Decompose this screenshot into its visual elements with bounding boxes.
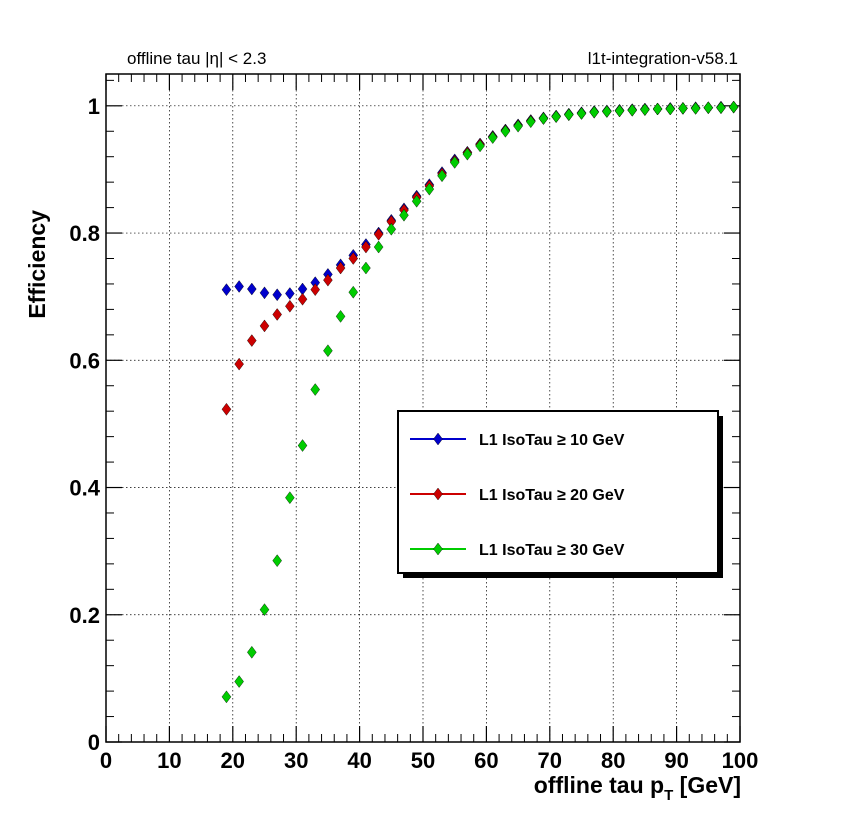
data-point — [652, 102, 663, 116]
data-point — [373, 240, 384, 254]
data-point — [703, 101, 714, 115]
legend-entries: L1 IsoTau ≥ 10 GeV L1 IsoTau ≥ 20 GeV L1 I… — [410, 432, 625, 559]
x-tick-label: 30 — [284, 748, 308, 773]
data-point — [449, 156, 460, 169]
data-point — [513, 119, 523, 133]
data-point — [437, 169, 447, 183]
legend-marker — [433, 432, 443, 446]
y-tick-label: 0.2 — [69, 603, 100, 628]
x-axis-title: offline tau pT [GeV] — [534, 772, 741, 804]
legend: L1 IsoTau ≥ 10 GeV L1 IsoTau ≥ 20 GeV L1 I… — [397, 410, 723, 578]
data-point — [386, 222, 397, 236]
header-right-label: l1t-integration-v58.1 — [588, 49, 738, 68]
data-point — [221, 283, 232, 297]
x-tick-label: 50 — [411, 748, 435, 773]
data-point — [247, 334, 257, 347]
data-point — [361, 240, 371, 254]
data-point — [424, 182, 435, 196]
tick-labels: 0 10 20 30 40 50 60 70 80 90 100 0 0.2 0.4 0.6 0.8 1 — [69, 94, 758, 773]
x-tick-label: 70 — [538, 748, 562, 773]
data-point — [323, 344, 333, 358]
data-point — [348, 252, 359, 265]
data-point — [475, 139, 485, 153]
data-point — [690, 102, 701, 115]
data-point — [285, 491, 295, 505]
data-point — [411, 194, 422, 208]
series-3 — [221, 100, 739, 704]
x-tick-label: 90 — [664, 748, 688, 773]
data-point — [348, 285, 359, 299]
data-point — [310, 283, 320, 297]
data-point — [487, 131, 498, 144]
data-point — [272, 554, 282, 568]
y-tick-label: 0.6 — [69, 348, 100, 373]
series-1 — [221, 100, 739, 302]
data-point — [259, 319, 270, 333]
data-point — [538, 112, 549, 125]
y-tick-label: 1 — [88, 94, 100, 119]
data-point — [234, 675, 244, 688]
data-point — [716, 101, 726, 115]
data-point — [627, 103, 637, 117]
y-axis-title: Efficiency — [24, 210, 50, 319]
y-tick-label: 0 — [88, 730, 100, 755]
data-point — [399, 208, 409, 222]
data-point — [297, 439, 308, 452]
data-point — [297, 292, 308, 306]
data-point — [335, 310, 346, 323]
legend-label: L1 IsoTau ≥ 20 GeV — [479, 487, 625, 504]
legend-marker — [433, 487, 443, 501]
plot-frame — [105, 73, 741, 743]
data-point — [221, 402, 232, 416]
header-left-label: offline tau |η| < 2.3 — [127, 49, 266, 68]
data-point — [234, 357, 244, 371]
data-point — [272, 288, 282, 302]
x-tick-label: 0 — [100, 748, 112, 773]
data-point — [323, 273, 333, 287]
data-point — [373, 227, 384, 241]
data-point — [678, 102, 688, 115]
data-point — [526, 115, 536, 129]
y-tick-label: 0.4 — [69, 476, 100, 501]
data-series — [221, 100, 739, 704]
x-tick-label: 40 — [347, 748, 371, 773]
data-point — [576, 107, 587, 120]
data-point — [259, 603, 270, 617]
data-point — [602, 105, 612, 118]
data-point — [310, 383, 320, 396]
data-point — [462, 147, 473, 161]
data-point — [272, 308, 282, 321]
x-tick-label: 60 — [474, 748, 498, 773]
legend-label: L1 IsoTau ≥ 30 GeV — [479, 542, 625, 559]
legend-label: L1 IsoTau ≥ 10 GeV — [479, 432, 625, 449]
data-point — [247, 645, 257, 659]
data-point — [335, 261, 346, 275]
data-point — [285, 287, 295, 300]
data-point — [564, 108, 574, 122]
data-point — [247, 282, 257, 296]
data-point — [259, 286, 270, 300]
x-tick-label: 80 — [601, 748, 625, 773]
x-tick-label: 20 — [221, 748, 245, 773]
data-point — [614, 104, 625, 118]
x-axis-title-main: offline tau p — [534, 772, 664, 798]
data-point — [551, 110, 561, 123]
data-point — [589, 105, 599, 119]
data-point — [640, 103, 650, 116]
data-point — [665, 102, 676, 116]
data-point — [285, 299, 295, 313]
data-point — [361, 261, 371, 275]
x-tick-label: 100 — [722, 748, 759, 773]
data-point — [500, 124, 511, 138]
x-axis-title-subscript: T — [664, 787, 673, 804]
x-axis-title-unit: [GeV] — [673, 772, 741, 798]
legend-marker — [433, 542, 443, 556]
data-point — [728, 100, 739, 114]
grid-lines — [106, 74, 740, 742]
y-tick-label: 0.8 — [69, 221, 100, 246]
data-point — [234, 280, 244, 293]
x-tick-label: 10 — [157, 748, 181, 773]
data-point — [221, 690, 232, 704]
